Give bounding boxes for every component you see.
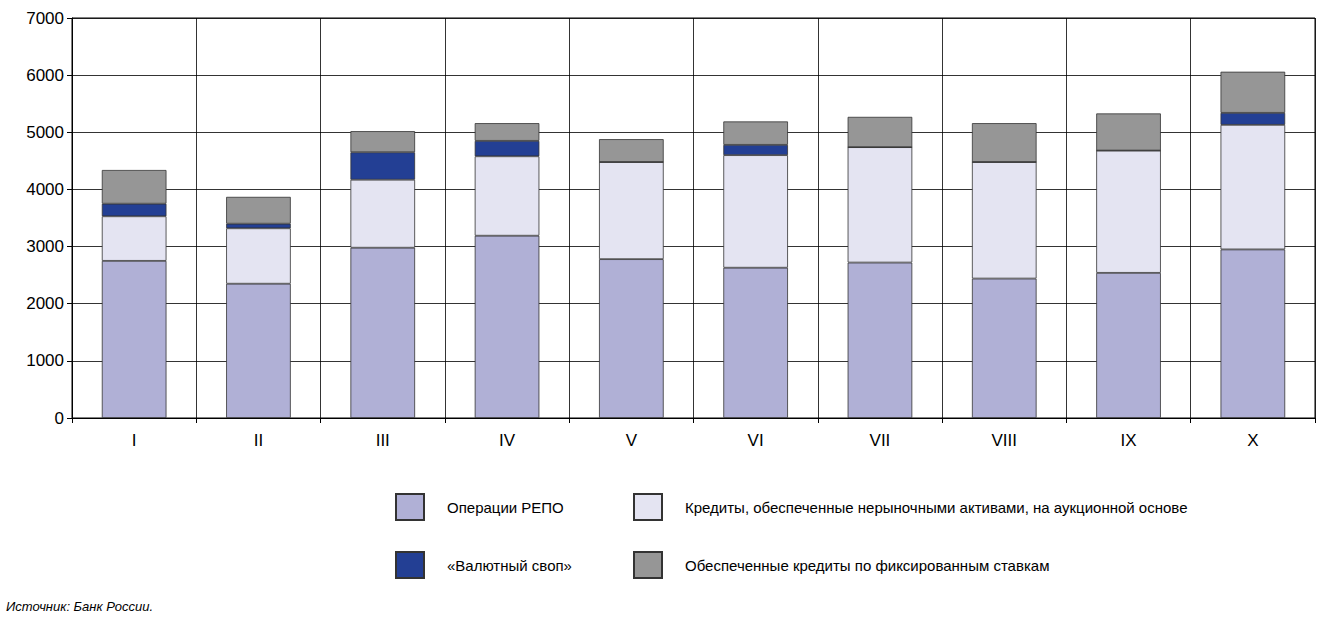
- svg-text:6000: 6000: [26, 66, 64, 85]
- svg-text:5000: 5000: [26, 123, 64, 142]
- svg-text:VI: VI: [748, 431, 764, 450]
- svg-text:2000: 2000: [26, 294, 64, 313]
- svg-text:IV: IV: [499, 431, 516, 450]
- svg-text:«Валютный своп»: «Валютный своп»: [447, 557, 572, 574]
- svg-text:IX: IX: [1121, 431, 1137, 450]
- svg-text:I: I: [132, 431, 137, 450]
- svg-text:Кредиты, обеспеченные нерыночн: Кредиты, обеспеченные нерыночными актива…: [685, 499, 1188, 516]
- svg-text:V: V: [626, 431, 638, 450]
- svg-text:1000: 1000: [26, 351, 64, 370]
- svg-text:3000: 3000: [26, 237, 64, 256]
- svg-text:VIII: VIII: [991, 431, 1017, 450]
- svg-text:0: 0: [55, 409, 64, 428]
- svg-text:Обеспеченные кредиты по фиксир: Обеспеченные кредиты по фиксированным ст…: [685, 557, 1049, 574]
- svg-text:VII: VII: [870, 431, 891, 450]
- svg-text:Источник: Банк России.: Источник: Банк России.: [6, 599, 153, 614]
- svg-text:X: X: [1247, 431, 1258, 450]
- svg-text:II: II: [254, 431, 263, 450]
- svg-text:III: III: [376, 431, 390, 450]
- svg-text:Операции РЕПО: Операции РЕПО: [447, 499, 564, 516]
- svg-text:4000: 4000: [26, 180, 64, 199]
- svg-text:7000: 7000: [26, 9, 64, 28]
